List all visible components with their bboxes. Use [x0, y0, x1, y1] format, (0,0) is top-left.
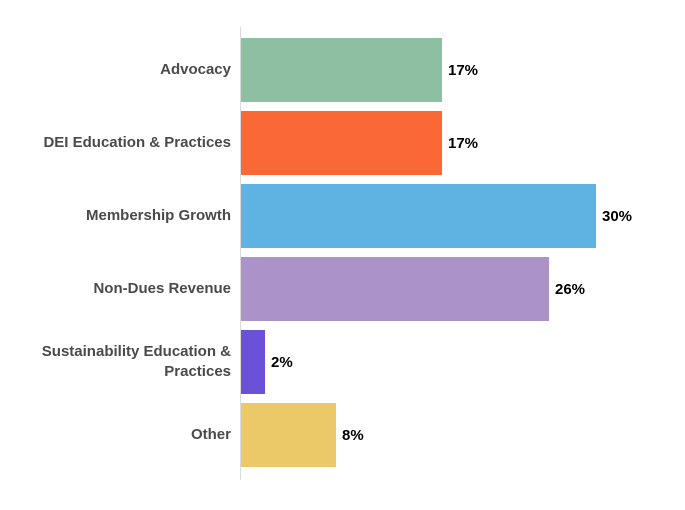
category-label: Other [190, 426, 231, 443]
bar[interactable] [241, 184, 596, 248]
bar[interactable] [241, 111, 442, 175]
bar[interactable] [241, 330, 265, 394]
bar[interactable] [241, 257, 549, 321]
y-axis-baseline [240, 27, 241, 480]
value-label: 17% [448, 134, 479, 152]
category-label: Sustainability Education & Practices [41, 343, 231, 380]
value-label: 30% [602, 207, 633, 225]
category-label: Membership Growth [85, 207, 231, 224]
value-label: 17% [448, 61, 479, 79]
value-label: 2% [271, 353, 293, 371]
category-label: Non-Dues Revenue [93, 280, 231, 297]
category-label: Advocacy [160, 61, 231, 78]
value-label: 8% [342, 426, 364, 444]
value-label: 26% [555, 280, 586, 298]
bar[interactable] [241, 38, 442, 102]
bar[interactable] [241, 403, 336, 467]
category-label: DEI Education & Practices [43, 134, 231, 151]
